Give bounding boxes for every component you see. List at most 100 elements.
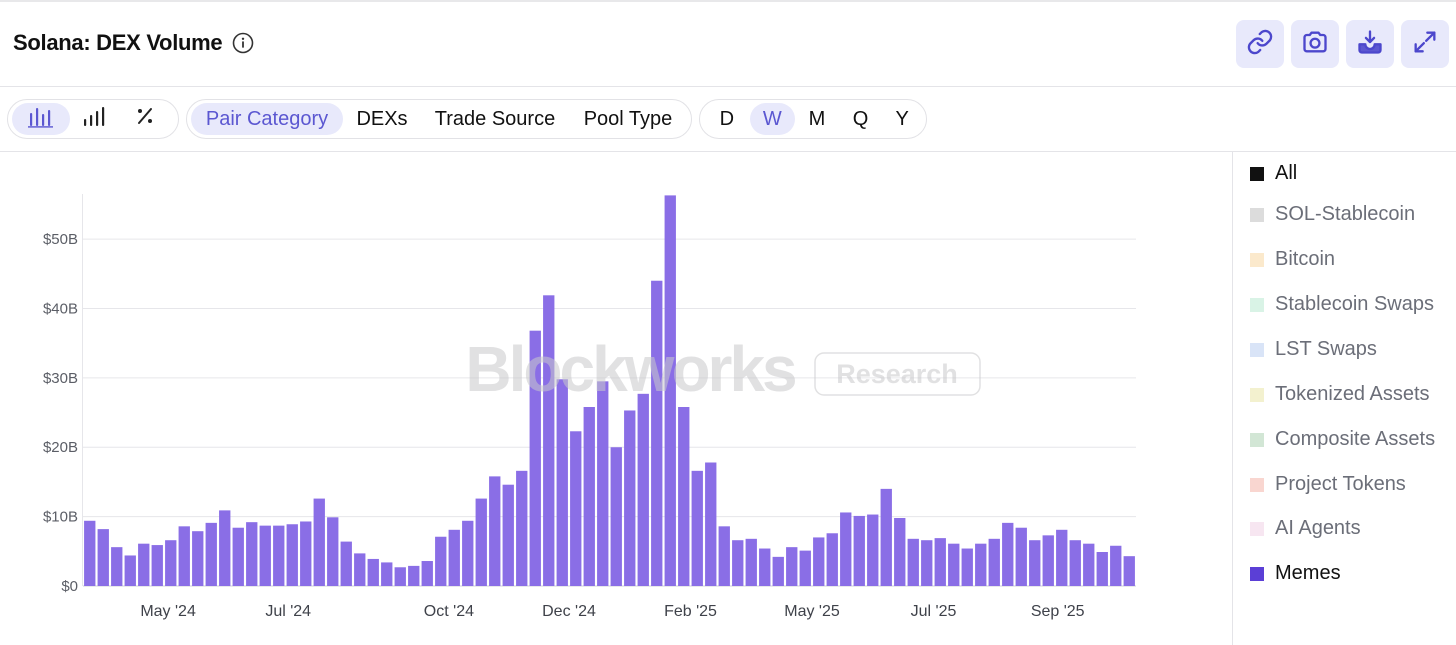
bar[interactable] [907,538,919,586]
bar[interactable] [381,562,393,586]
bar[interactable] [462,520,474,586]
bar[interactable] [327,517,339,586]
screenshot-button[interactable] [1291,20,1339,68]
bar[interactable] [894,518,906,586]
interval-d[interactable]: D [719,107,735,130]
bar[interactable] [138,543,150,586]
bar[interactable] [786,547,798,586]
bar[interactable] [1110,545,1122,586]
bar[interactable] [745,538,757,586]
bar[interactable] [246,522,258,586]
bar[interactable] [637,393,649,586]
bar[interactable] [853,515,865,586]
bar[interactable] [651,280,663,586]
legend-item-tokenized-assets[interactable]: Tokenized Assets [1250,383,1430,406]
bar[interactable] [759,548,771,586]
legend-item-bitcoin[interactable]: Bitcoin [1250,248,1335,271]
bar[interactable] [732,540,744,586]
bar[interactable] [502,484,514,586]
bar[interactable] [921,540,933,586]
bar[interactable] [826,533,838,586]
bar[interactable] [583,407,595,586]
bar[interactable] [543,295,555,586]
bar[interactable] [556,379,568,586]
bar[interactable] [340,541,352,586]
legend-item-stablecoin-swaps[interactable]: Stablecoin Swaps [1250,293,1434,316]
bar[interactable] [813,537,825,586]
bar[interactable] [624,410,636,586]
bar[interactable] [772,556,784,586]
bar[interactable] [799,550,811,586]
bar[interactable] [934,538,946,586]
bar[interactable] [678,407,690,586]
info-icon[interactable] [232,32,254,54]
bar[interactable] [165,540,177,586]
tab-pair-category[interactable]: Pair Category [191,103,343,135]
tab-trade-source[interactable]: Trade Source [434,107,556,130]
legend-item-project-tokens[interactable]: Project Tokens [1250,473,1406,496]
bar[interactable] [97,529,109,586]
bar[interactable] [597,381,609,586]
legend-item-ai-agents[interactable]: AI Agents [1250,517,1361,540]
bar[interactable] [111,547,123,586]
bar[interactable] [421,561,433,586]
bar[interactable] [1015,527,1027,586]
bar[interactable] [1056,529,1068,586]
bar[interactable] [205,522,217,586]
bar[interactable] [286,524,298,586]
bar[interactable] [570,431,582,586]
bar[interactable] [880,488,892,586]
bar[interactable] [435,536,447,586]
legend-item-composite-assets[interactable]: Composite Assets [1250,428,1435,451]
bar[interactable] [988,538,1000,586]
copy-link-button[interactable] [1236,20,1284,68]
bar[interactable] [232,527,244,586]
bar[interactable] [124,555,136,586]
bar[interactable] [178,526,190,586]
legend-item-sol-stablecoin[interactable]: SOL-Stablecoin [1250,203,1415,226]
bar[interactable] [448,529,460,586]
bar[interactable] [84,520,96,586]
bar[interactable] [273,525,285,586]
bar[interactable] [867,514,879,586]
bar[interactable] [1069,540,1081,586]
bar[interactable] [691,470,703,586]
interval-w[interactable]: W [749,103,796,135]
bar[interactable] [718,526,730,586]
bar[interactable] [1083,543,1095,586]
bar[interactable] [1029,540,1041,586]
tab-dexs[interactable]: DEXs [356,107,408,130]
bar[interactable] [151,545,163,586]
bar[interactable] [394,567,406,586]
bar[interactable] [664,195,676,586]
legend-item-memes[interactable]: Memes [1250,562,1341,585]
download-button[interactable] [1346,20,1394,68]
chart-type-stacked[interactable] [70,103,120,135]
bar[interactable] [219,510,231,586]
bar[interactable] [408,565,420,586]
bar[interactable] [259,525,271,586]
bar[interactable] [1002,522,1014,586]
bar[interactable] [367,558,379,586]
interval-y[interactable]: Y [895,107,909,130]
legend-item-all[interactable]: All [1250,162,1297,185]
bar[interactable] [1096,552,1108,586]
bar[interactable] [975,543,987,586]
bar[interactable] [475,498,487,586]
chart-type-percent[interactable] [120,103,170,135]
bar[interactable] [489,476,501,586]
bar[interactable] [840,512,852,586]
bar[interactable] [300,521,312,586]
expand-button[interactable] [1401,20,1449,68]
interval-q[interactable]: Q [852,107,869,130]
bar[interactable] [516,470,528,586]
bar[interactable] [1042,535,1054,586]
bar[interactable] [961,548,973,586]
bar[interactable] [610,447,622,586]
chart-type-bar[interactable] [12,103,70,135]
tab-pool-type[interactable]: Pool Type [583,107,673,130]
bar[interactable] [1123,556,1135,586]
interval-m[interactable]: M [808,107,826,130]
legend-item-lst-swaps[interactable]: LST Swaps [1250,338,1377,361]
bar[interactable] [354,553,366,586]
